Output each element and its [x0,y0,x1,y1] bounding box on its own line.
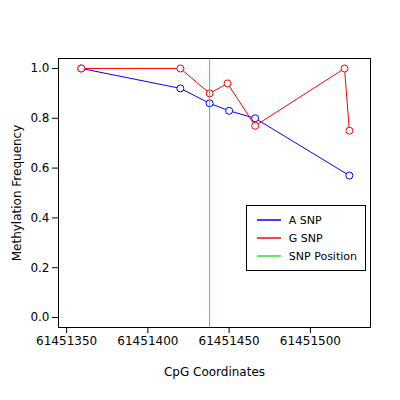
svg-text:CpG Coordinates: CpG Coordinates [164,365,265,379]
html-text:SNP Position: SNP Position [288,249,357,263]
svg-text:1.0: 1.0 [30,61,49,75]
html-text:A SNP: A SNP [288,213,322,227]
svg-text:0.2: 0.2 [30,261,49,275]
svg-text:0.0: 0.0 [30,310,49,324]
svg-text:0.8: 0.8 [30,111,49,125]
svg-text:61451450: 61451450 [199,334,260,348]
svg-text:0.6: 0.6 [30,161,49,175]
html-text:G SNP: G SNP [288,231,323,245]
svg-text:61451350: 61451350 [36,334,97,348]
svg-text:61451400: 61451400 [117,334,178,348]
svg-text:61451500: 61451500 [280,334,341,348]
svg-text:Methylation Frequency: Methylation Frequency [10,125,24,262]
svg-text:0.4: 0.4 [30,211,49,225]
